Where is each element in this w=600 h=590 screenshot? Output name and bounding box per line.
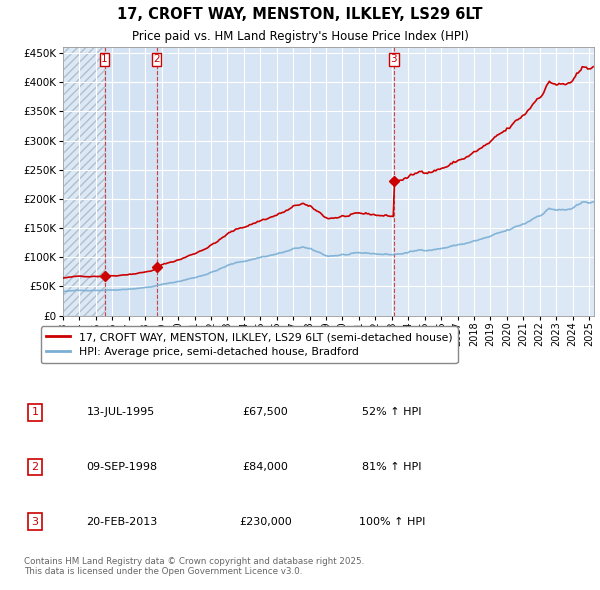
Text: 2: 2 <box>153 54 160 64</box>
Text: Contains HM Land Registry data © Crown copyright and database right 2025.
This d: Contains HM Land Registry data © Crown c… <box>23 557 364 576</box>
Text: 100% ↑ HPI: 100% ↑ HPI <box>359 517 425 526</box>
Text: £84,000: £84,000 <box>242 462 289 472</box>
Text: 17, CROFT WAY, MENSTON, ILKLEY, LS29 6LT: 17, CROFT WAY, MENSTON, ILKLEY, LS29 6LT <box>117 6 483 22</box>
Text: 3: 3 <box>32 517 38 526</box>
Text: 3: 3 <box>391 54 397 64</box>
Text: Price paid vs. HM Land Registry's House Price Index (HPI): Price paid vs. HM Land Registry's House … <box>131 30 469 43</box>
Text: 20-FEB-2013: 20-FEB-2013 <box>86 517 157 526</box>
Legend: 17, CROFT WAY, MENSTON, ILKLEY, LS29 6LT (semi-detached house), HPI: Average pri: 17, CROFT WAY, MENSTON, ILKLEY, LS29 6LT… <box>41 326 458 363</box>
Text: 2: 2 <box>31 462 38 472</box>
Text: £230,000: £230,000 <box>239 517 292 526</box>
Text: 13-JUL-1995: 13-JUL-1995 <box>88 408 155 417</box>
Text: 1: 1 <box>101 54 108 64</box>
Bar <box>157 47 394 316</box>
Bar <box>104 47 157 316</box>
Text: £67,500: £67,500 <box>242 408 289 417</box>
Text: 81% ↑ HPI: 81% ↑ HPI <box>362 462 422 472</box>
Text: 09-SEP-1998: 09-SEP-1998 <box>86 462 157 472</box>
Text: 52% ↑ HPI: 52% ↑ HPI <box>362 408 422 417</box>
Text: 1: 1 <box>32 408 38 417</box>
